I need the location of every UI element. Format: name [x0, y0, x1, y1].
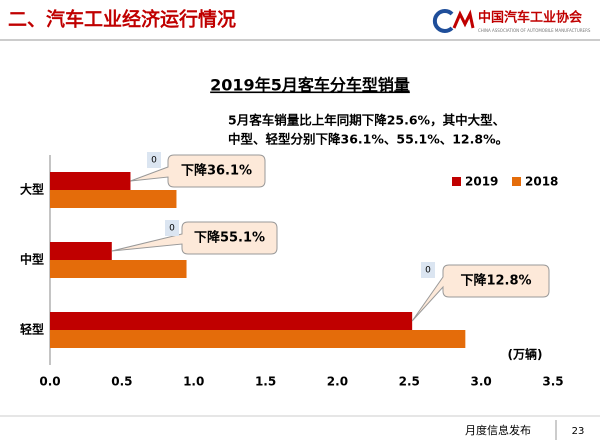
- x-tick-label: 3.5: [542, 375, 563, 389]
- logo-subtext: CHINA ASSOCIATION OF AUTOMOBILE MANUFACT…: [478, 28, 591, 33]
- legend-swatch: [512, 177, 521, 186]
- footer-text: 月度信息发布: [465, 423, 531, 437]
- callout-text: 下降36.1%: [181, 163, 252, 179]
- x-tick-label: 3.0: [471, 375, 492, 389]
- bar: [50, 330, 466, 348]
- y-tick-label: 大型: [20, 182, 44, 197]
- x-tick-label: 2.0: [327, 375, 348, 389]
- marker-text: 0: [169, 224, 175, 234]
- callout-text: 下降55.1%: [194, 230, 265, 246]
- slide-title: 二、汽车工业经济运行情况: [8, 8, 236, 31]
- chart-title: 2019年5月客车分车型销量: [210, 76, 410, 95]
- bar: [50, 190, 177, 208]
- y-tick-label: 轻型: [20, 322, 44, 337]
- legend-swatch: [452, 177, 461, 186]
- bar: [50, 260, 187, 278]
- x-tick-label: 1.0: [183, 375, 204, 389]
- bar: [50, 312, 413, 330]
- bar: [50, 172, 131, 190]
- marker-box: [165, 220, 179, 236]
- legend-label: 2019: [465, 175, 498, 189]
- x-tick-label: 0.0: [39, 375, 60, 389]
- chart-subtitle: 中型、轻型分别下降36.1%、55.1%、12.8%。: [228, 132, 508, 147]
- bar: [50, 242, 112, 260]
- marker-box: [421, 262, 435, 278]
- chart-subtitle: 5月客车销量比上年同期下降25.6%，其中大型、: [228, 113, 505, 128]
- callout-box: [130, 154, 266, 188]
- callout-box: [111, 221, 278, 255]
- logo-mark: [432, 9, 475, 33]
- marker-text: 0: [151, 156, 157, 166]
- marker-box: [147, 152, 161, 168]
- marker-text: 0: [425, 266, 431, 276]
- axis-unit: (万辆): [508, 347, 543, 362]
- callout-text: 下降12.8%: [460, 273, 531, 289]
- logo-text: 中国汽车工业协会: [478, 10, 583, 26]
- x-tick-label: 0.5: [111, 375, 132, 389]
- x-tick-label: 2.5: [399, 375, 420, 389]
- callout-box: [411, 264, 550, 322]
- y-tick-label: 中型: [20, 252, 44, 267]
- page-number: 23: [572, 426, 585, 437]
- x-tick-label: 1.5: [255, 375, 276, 389]
- legend-label: 2018: [525, 175, 558, 189]
